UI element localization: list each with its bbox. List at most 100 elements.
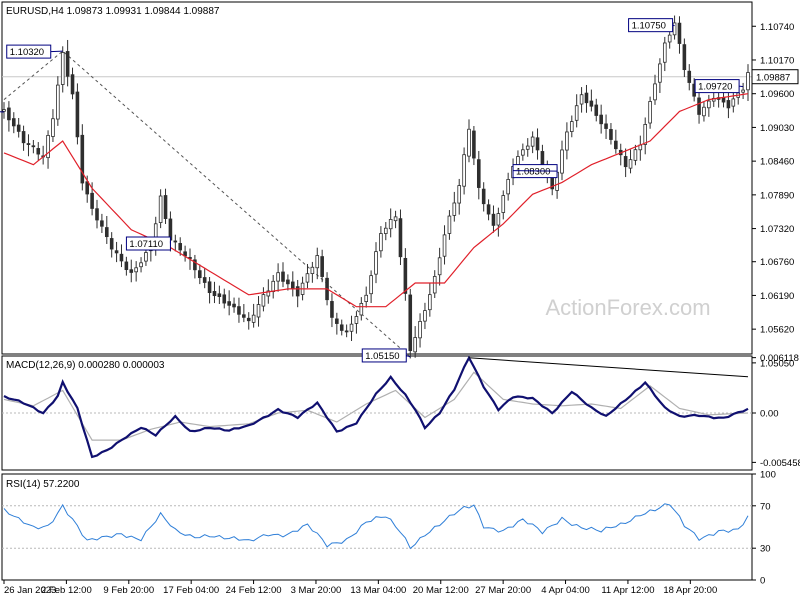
candle-body <box>398 218 403 258</box>
candle-body <box>315 255 320 269</box>
candle-body <box>643 124 648 145</box>
candle-body <box>46 135 50 159</box>
macd-y-tick-label: 0.006118 <box>760 353 799 364</box>
candle-body <box>26 143 31 145</box>
candle-body <box>589 100 594 107</box>
candle-body <box>476 159 481 188</box>
macd-y-tick-label: 0.00 <box>760 409 779 420</box>
pane-frame-2 <box>1 473 753 581</box>
candle-body <box>163 195 168 219</box>
price-y-tick-label: 1.09030 <box>760 123 794 134</box>
price-y-tick-label: 1.07320 <box>760 224 794 235</box>
candle-body <box>697 97 701 115</box>
candle-body <box>11 118 16 127</box>
candle-body <box>114 250 119 254</box>
candle-body <box>496 213 501 226</box>
candle-body <box>682 44 687 71</box>
candle-body <box>574 105 579 121</box>
candle-body <box>305 273 310 283</box>
price-annotation-label: 1.05150 <box>365 351 399 362</box>
price-annotation-leader <box>0 111 5 113</box>
candle-body <box>442 234 447 257</box>
candle-body <box>452 202 457 216</box>
candle-body <box>344 330 349 333</box>
price-y-tick-label: 1.09600 <box>760 89 794 100</box>
candle-body <box>266 290 271 297</box>
candle-body <box>506 179 510 195</box>
candle-body <box>462 154 466 187</box>
candle-body <box>472 130 476 159</box>
candle-body <box>516 156 520 166</box>
x-tick-label: 3 Mar 20:00 <box>291 585 342 596</box>
candle-body <box>731 98 736 107</box>
candle-body <box>521 149 525 156</box>
candle-body <box>726 100 731 109</box>
candle-body <box>256 304 261 318</box>
candle-body <box>623 156 628 168</box>
candle-body <box>232 303 236 308</box>
x-tick-label: 17 Feb 04:00 <box>163 585 219 596</box>
macd-line <box>3 355 749 459</box>
price-annotation-leader <box>513 170 558 172</box>
price-annotation-label: 1.08300 <box>516 167 550 178</box>
candle-body <box>467 128 471 157</box>
candle-body <box>658 63 662 83</box>
candle-body <box>222 294 227 304</box>
candle-body <box>707 100 711 109</box>
price-annotation-label: 1.10320 <box>10 47 44 58</box>
candle-body <box>51 118 55 137</box>
candle-body <box>261 294 266 307</box>
price-annotation-label: 1.09720 <box>698 82 732 93</box>
candle-body <box>569 121 574 132</box>
candle-body <box>144 252 148 262</box>
candle-body <box>227 301 231 306</box>
price-annotation-leader <box>50 50 63 53</box>
candle-body <box>432 276 437 294</box>
rsi-y-tick-label: 100 <box>760 470 776 481</box>
price-annotation-leader <box>739 85 744 88</box>
candle-body <box>628 159 633 169</box>
candle-body <box>609 129 613 140</box>
candle-body <box>134 267 138 273</box>
x-tick-label: 20 Mar 12:00 <box>413 585 469 596</box>
candle-body <box>428 294 432 311</box>
candle-body <box>271 280 276 293</box>
candle-body <box>413 337 417 353</box>
price-y-tick-label: 1.08460 <box>760 157 794 168</box>
candle-body <box>310 266 315 274</box>
price-annotation-label: 1.07110 <box>129 239 163 250</box>
candle-body <box>56 84 60 120</box>
candle-body <box>364 294 369 302</box>
rsi-y-tick-label: 0 <box>760 576 765 587</box>
price-chart-title: EURUSD,H4 1.09873 1.09931 1.09844 1.0988… <box>6 6 220 17</box>
candle-body <box>530 136 535 147</box>
candle-body <box>594 104 599 116</box>
candle-body <box>197 270 202 279</box>
price-y-tick-label: 1.10170 <box>760 55 794 66</box>
candle-body <box>7 107 11 121</box>
candle-body <box>286 279 290 285</box>
candle-body <box>75 91 80 138</box>
x-tick-label: 27 Mar 20:00 <box>475 585 531 596</box>
candle-body <box>565 131 569 151</box>
candle-body <box>335 318 339 324</box>
candle-body <box>418 321 422 339</box>
candle-body <box>579 94 584 105</box>
x-tick-label: 9 Feb 20:00 <box>103 585 154 596</box>
candle-body <box>246 317 251 322</box>
candle-body <box>36 148 41 155</box>
candle-body <box>535 137 540 151</box>
candle-body <box>633 149 638 161</box>
candle-body <box>242 314 246 318</box>
candle-body <box>662 42 667 63</box>
candle-body <box>100 220 104 227</box>
candle-body <box>90 192 94 209</box>
x-tick-label: 13 Mar 04:00 <box>350 585 406 596</box>
candle-body <box>486 204 491 215</box>
price-y-tick-label: 1.10740 <box>760 22 794 33</box>
candle-body <box>281 271 285 282</box>
rsi-y-tick-label: 30 <box>760 544 771 555</box>
candle-body <box>65 51 70 77</box>
candle-body <box>2 109 6 112</box>
